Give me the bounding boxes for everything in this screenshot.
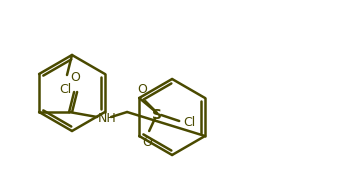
- Text: Cl: Cl: [59, 83, 71, 96]
- Text: Cl: Cl: [183, 117, 195, 130]
- Text: O: O: [137, 83, 147, 96]
- Text: S: S: [152, 108, 162, 122]
- Text: NH: NH: [98, 112, 117, 124]
- Text: O: O: [142, 136, 152, 149]
- Text: O: O: [70, 71, 80, 84]
